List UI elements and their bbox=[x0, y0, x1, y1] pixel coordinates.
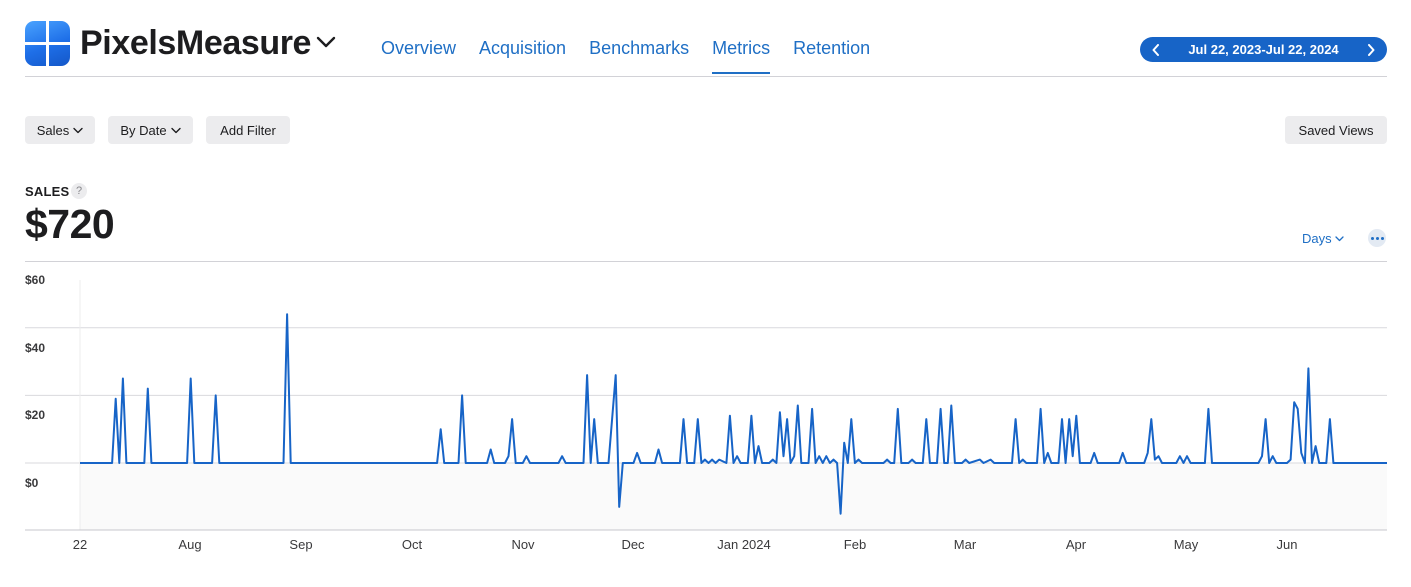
x-tick-label: Apr bbox=[1066, 537, 1087, 552]
y-tick-label: $40 bbox=[25, 341, 45, 355]
chevron-right-icon[interactable] bbox=[1365, 43, 1377, 57]
app-grid-icon bbox=[25, 21, 70, 66]
main-nav: Overview Acquisition Benchmarks Metrics … bbox=[381, 38, 870, 74]
x-tick-label: Jun bbox=[1277, 537, 1298, 552]
metric-label: SALES bbox=[25, 184, 70, 199]
app-icon-line-horizontal bbox=[25, 42, 70, 45]
measure-dropdown-label: Sales bbox=[36, 122, 70, 138]
x-tick-label: Jan 2024 bbox=[717, 537, 771, 552]
app-name[interactable]: PixelsMeasure bbox=[80, 24, 312, 62]
x-tick-label: May bbox=[1174, 537, 1199, 552]
tab-overview[interactable]: Overview bbox=[381, 38, 457, 58]
y-tick-label: $0 bbox=[25, 476, 39, 490]
chevron-down-icon[interactable] bbox=[315, 34, 337, 50]
tab-acquisition[interactable]: Acquisition bbox=[479, 38, 567, 58]
more-dot bbox=[1380, 236, 1384, 240]
saved-views-label: Saved Views bbox=[1298, 122, 1374, 138]
x-tick-label: 22 bbox=[73, 537, 87, 552]
x-tick-label: Sep bbox=[289, 537, 312, 552]
negative-region bbox=[80, 463, 1387, 530]
chevron-left-icon[interactable] bbox=[1150, 43, 1162, 57]
more-dot bbox=[1370, 236, 1374, 240]
date-range-picker: Jul 22, 2023-Jul 22, 2024 bbox=[1140, 37, 1387, 62]
x-axis-ticks: 22 Aug Sep Oct Nov Dec Jan 2024 Feb Mar Apr May Jun bbox=[73, 537, 1298, 552]
x-tick-label: Nov bbox=[511, 537, 535, 552]
x-tick-label: Dec bbox=[621, 537, 645, 552]
metric-value: $720 bbox=[25, 201, 115, 247]
chevron-down-icon bbox=[170, 127, 181, 133]
saved-views-button[interactable]: Saved Views bbox=[1285, 116, 1387, 144]
granularity-dropdown[interactable]: Days bbox=[1302, 231, 1344, 246]
chevron-down-icon bbox=[1334, 235, 1344, 241]
x-tick-label: Aug bbox=[178, 537, 201, 552]
tab-benchmarks[interactable]: Benchmarks bbox=[589, 38, 690, 58]
group-by-dropdown-label: By Date bbox=[120, 122, 167, 138]
series-line bbox=[80, 313, 1387, 515]
measure-dropdown[interactable]: Sales bbox=[25, 116, 95, 144]
x-tick-label: Feb bbox=[844, 537, 866, 552]
x-tick-label: Oct bbox=[402, 537, 423, 552]
help-icon[interactable]: ? bbox=[71, 183, 87, 199]
sales-line-chart: $60 $40 $20 $0 22 Aug Sep Oct Nov Dec Jan 2024 Feb… bbox=[25, 273, 1387, 552]
add-filter-button[interactable]: Add Filter bbox=[206, 116, 290, 144]
tab-retention[interactable]: Retention bbox=[793, 38, 871, 58]
group-by-dropdown[interactable]: By Date bbox=[108, 116, 193, 144]
chart-grid bbox=[25, 280, 1387, 531]
y-tick-label: $20 bbox=[25, 408, 45, 422]
header-divider bbox=[25, 76, 1387, 77]
tab-metrics[interactable]: Metrics bbox=[712, 38, 771, 74]
more-options-icon[interactable] bbox=[1368, 229, 1386, 247]
y-tick-label: $60 bbox=[25, 273, 45, 287]
x-tick-label: Mar bbox=[954, 537, 977, 552]
add-filter-label: Add Filter bbox=[220, 122, 276, 138]
more-dot bbox=[1375, 236, 1379, 240]
chevron-down-icon bbox=[73, 127, 83, 133]
chart-series bbox=[80, 313, 1387, 515]
date-range-label[interactable]: Jul 22, 2023-Jul 22, 2024 bbox=[1188, 42, 1339, 57]
granularity-label: Days bbox=[1302, 231, 1332, 246]
y-axis-ticks: $60 $40 $20 $0 bbox=[25, 273, 45, 490]
chart-top-divider bbox=[25, 261, 1387, 262]
